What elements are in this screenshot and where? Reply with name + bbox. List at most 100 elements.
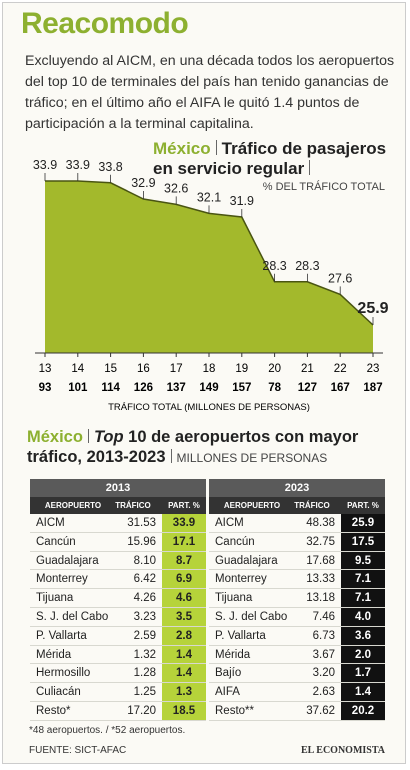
cell: 1.28 xyxy=(133,667,156,680)
table-row: Cancún 32.75 17.5 xyxy=(209,532,385,552)
cell: Mérida xyxy=(36,648,72,661)
cell: P. Vallarta xyxy=(36,629,87,642)
cell: 13.33 xyxy=(306,573,335,586)
value-label: 32.6 xyxy=(164,181,188,195)
cell: 17.1 xyxy=(162,532,206,551)
intro: Excluyendo al AICM, en una década todos … xyxy=(25,53,395,132)
cell: 1.32 xyxy=(133,648,156,661)
cell: 4.0 xyxy=(341,607,385,626)
table-row: P. Vallarta 2.59 2.8 xyxy=(30,626,206,646)
cell: Bajío xyxy=(215,667,242,680)
cell: 8.7 xyxy=(162,551,206,570)
table-row: Tijuana 13.18 7.1 xyxy=(209,589,385,608)
notes: *48 aeropuertos. / *52 aeropuertos. xyxy=(29,725,186,736)
total-label: 78 xyxy=(268,382,281,394)
x-tick-label: 21 xyxy=(301,363,314,375)
x-tick-label: 20 xyxy=(268,363,281,375)
cell: 6.9 xyxy=(162,570,206,589)
region: México xyxy=(27,428,83,446)
cell: Resto* xyxy=(36,704,71,717)
column-name: TRÁFICO xyxy=(115,501,151,510)
cell: Mérida xyxy=(215,648,251,661)
cell: 32.75 xyxy=(306,535,335,548)
total-label: 187 xyxy=(363,382,382,394)
table-row: AICM 48.38 25.9 xyxy=(209,514,385,533)
table-row: S. J. del Cabo 7.46 4.0 xyxy=(209,607,385,627)
chart: 33.9 33.9 33.8 32.9 32.6 32.1 31.9 28.3 28.3 27.6… xyxy=(33,158,389,413)
cell: Hermosillo xyxy=(36,667,91,680)
cell: 3.23 xyxy=(133,610,156,623)
cell: 7.46 xyxy=(312,610,335,623)
cell: 17.68 xyxy=(306,554,335,567)
chart-subtitle: % DEL TRÁFICO TOTAL xyxy=(262,181,385,193)
x-tick-label: 22 xyxy=(334,363,347,375)
table-row: S. J. del Cabo 3.23 3.5 xyxy=(30,607,206,627)
title: Reacomodo xyxy=(21,7,189,40)
cell: 9.5 xyxy=(341,551,385,570)
cell: 31.53 xyxy=(127,517,156,529)
table-row: AICM 31.53 33.9 xyxy=(30,514,206,533)
cell: 3.20 xyxy=(312,667,335,680)
total-label: 167 xyxy=(331,382,350,394)
total-label: 149 xyxy=(199,382,218,394)
value-label: 28.3 xyxy=(295,259,319,273)
column-name: PART. % xyxy=(347,501,379,510)
table: 2013 AEROPUERTO TRÁFICO PART. % AICM 31.53 33.… xyxy=(30,479,206,721)
cell: 18.5 xyxy=(162,701,206,720)
cell: P. Vallarta xyxy=(215,629,266,642)
cell: 2.63 xyxy=(312,686,335,699)
value-label: 31.9 xyxy=(230,194,254,208)
cell: 7.1 xyxy=(341,589,385,607)
table-row: Mérida 3.67 2.0 xyxy=(209,645,385,665)
cell: 25.9 xyxy=(341,514,385,532)
cell: 1.7 xyxy=(341,664,385,683)
year-header: 2013 xyxy=(30,479,206,497)
units: MILLONES DE PERSONAS xyxy=(176,451,328,465)
table-row: Guadalajara 17.68 9.5 xyxy=(209,551,385,571)
cell: AICM xyxy=(215,517,244,529)
cell: 7.1 xyxy=(341,570,385,589)
cell: Cancún xyxy=(215,535,255,548)
table-row: Mérida 1.32 1.4 xyxy=(30,645,206,665)
cell: AICM xyxy=(36,517,65,529)
table-row: Monterrey 6.42 6.9 xyxy=(30,570,206,590)
total-label: 93 xyxy=(39,382,52,394)
cell: Culiacán xyxy=(36,686,81,699)
cell: 6.73 xyxy=(312,629,335,642)
x-tick-label: 18 xyxy=(203,363,216,375)
title-italic: Top xyxy=(93,428,124,446)
cell: S. J. del Cabo xyxy=(215,610,288,623)
cell: 8.10 xyxy=(133,554,156,567)
total-label: 157 xyxy=(232,382,251,394)
column-name: AEROPUERTO xyxy=(223,501,281,510)
x-tick-label: 14 xyxy=(71,363,84,375)
column-name: TRÁFICO xyxy=(294,501,330,510)
table-row: Monterrey 13.33 7.1 xyxy=(209,570,385,590)
cell: AIFA xyxy=(215,686,240,699)
region: México xyxy=(153,139,211,158)
cell: Resto** xyxy=(215,704,254,717)
tables-heading: México Top 10 de aeropuertos con mayor tr… xyxy=(27,427,392,468)
column-name: PART. % xyxy=(168,501,200,510)
cell: 1.4 xyxy=(162,664,206,683)
cell: 15.96 xyxy=(127,535,156,548)
total-label: 101 xyxy=(68,382,88,394)
cell: 1.4 xyxy=(162,645,206,664)
cell: 37.62 xyxy=(306,704,335,717)
table-row: Guadalajara 8.10 8.7 xyxy=(30,551,206,571)
total-label: 126 xyxy=(134,382,153,394)
x-tick-label: 17 xyxy=(170,363,183,375)
cell: Guadalajara xyxy=(215,554,278,567)
column-header: AEROPUERTO TRÁFICO PART. % xyxy=(30,497,206,514)
cell: 4.26 xyxy=(133,592,156,605)
cell: Tijuana xyxy=(36,592,74,605)
x-tick-label: 15 xyxy=(104,363,117,375)
cell: 4.6 xyxy=(162,589,206,607)
value-label: 28.3 xyxy=(262,259,286,273)
chart-heading: México Tráfico de pasajeros en servicio r… xyxy=(153,139,393,179)
cell: 17.20 xyxy=(127,704,156,717)
x-tick-label: 23 xyxy=(367,363,380,375)
total-label: 137 xyxy=(167,382,186,394)
x-tick-label: 13 xyxy=(39,363,52,375)
cell: 3.5 xyxy=(162,607,206,626)
